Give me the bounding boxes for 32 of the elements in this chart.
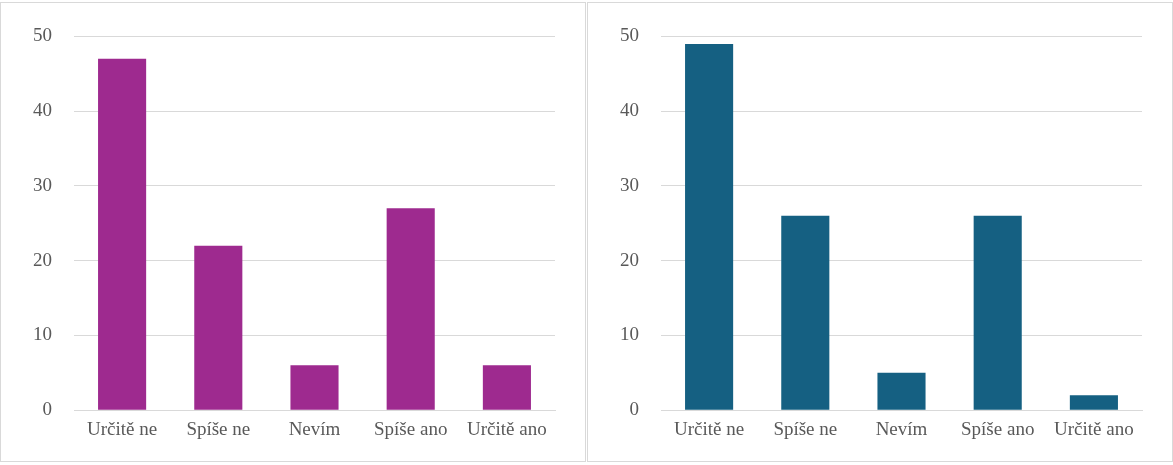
x-tick-label: Nevím bbox=[875, 417, 928, 439]
bar bbox=[781, 215, 830, 410]
y-tick-label: 10 bbox=[620, 323, 639, 345]
y-tick-label: 40 bbox=[620, 99, 639, 121]
x-tick-label: Určitě ne bbox=[87, 417, 158, 439]
y-tick-label: 40 bbox=[33, 99, 52, 121]
bar bbox=[1069, 395, 1118, 410]
y-tick-label: 0 bbox=[629, 398, 639, 420]
bar bbox=[877, 372, 926, 410]
y-tick-label: 30 bbox=[33, 173, 52, 195]
y-tick-label: 20 bbox=[620, 248, 639, 270]
bar bbox=[290, 365, 339, 410]
bar bbox=[194, 245, 243, 410]
x-tick-label: Spíše ano bbox=[374, 417, 448, 439]
y-tick-label: 20 bbox=[33, 248, 52, 270]
bar bbox=[973, 215, 1022, 410]
x-tick-label: Určitě ano bbox=[1054, 417, 1134, 439]
x-tick-label: Spíše ano bbox=[961, 417, 1035, 439]
bar bbox=[386, 208, 435, 410]
bar bbox=[98, 58, 147, 410]
y-tick-label: 0 bbox=[42, 398, 52, 420]
bar bbox=[482, 365, 531, 410]
bar bbox=[685, 43, 734, 410]
x-tick-label: Nevím bbox=[288, 417, 341, 439]
y-tick-label: 30 bbox=[620, 173, 639, 195]
x-tick-label: Určitě ne bbox=[674, 417, 745, 439]
x-tick-label: Spíše ne bbox=[186, 417, 251, 439]
x-tick-label: Určitě ano bbox=[467, 417, 547, 439]
y-tick-label: 50 bbox=[33, 24, 52, 46]
y-tick-label: 10 bbox=[33, 323, 52, 345]
x-tick-label: Spíše ne bbox=[773, 417, 838, 439]
y-tick-label: 50 bbox=[620, 24, 639, 46]
